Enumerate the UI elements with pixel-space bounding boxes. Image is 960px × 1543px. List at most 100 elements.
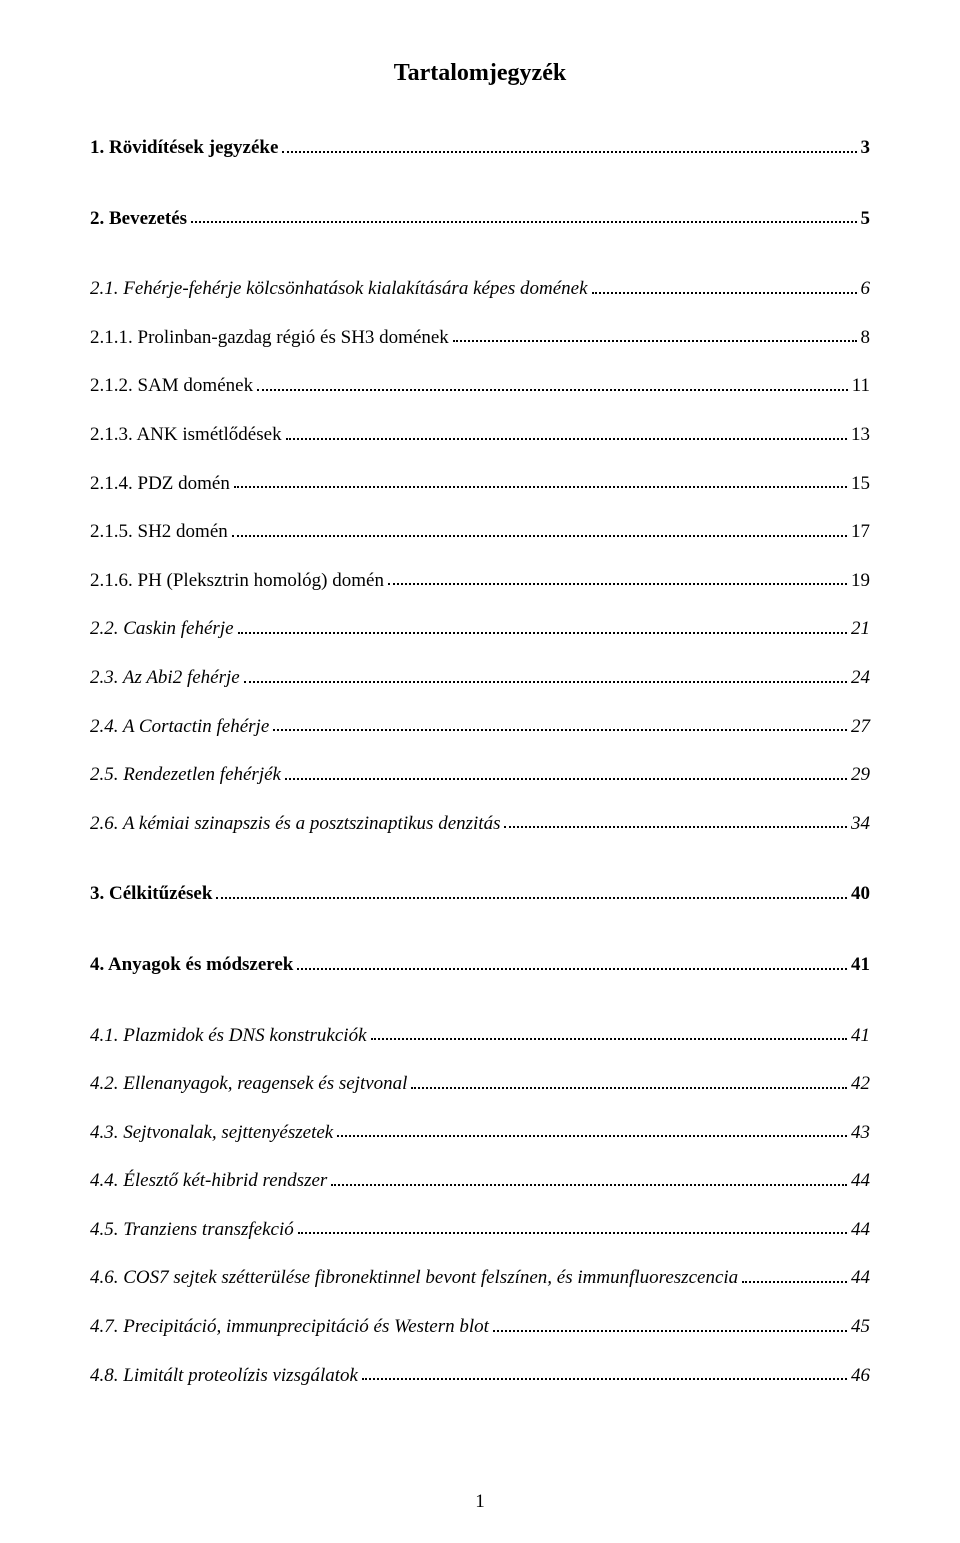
toc-leader-dots — [592, 292, 857, 294]
toc-entry: 4.4. Élesztő két-hibrid rendszer 44 — [90, 1168, 870, 1195]
toc-entry-page: 44 — [851, 1265, 870, 1292]
toc-entry: 2.1.5. SH2 domén 17 — [90, 519, 870, 546]
toc-entry-label: 2.6. A kémiai szinapszis és a posztszina… — [90, 811, 500, 838]
toc-entry-page: 27 — [851, 714, 870, 741]
toc-entry: 4.2. Ellenanyagok, reagensek és sejtvona… — [90, 1071, 870, 1098]
toc-entry: 2. Bevezetés 5 — [90, 206, 870, 233]
toc-leader-dots — [331, 1184, 847, 1186]
toc-leader-dots — [216, 897, 847, 899]
toc-entry-page: 19 — [851, 568, 870, 595]
table-of-contents: 1. Rövidítések jegyzéke 3 2. Bevezetés 5 2.1… — [90, 135, 870, 1389]
toc-leader-dots — [453, 340, 857, 342]
toc-leader-dots — [232, 535, 847, 537]
toc-entry-page: 13 — [851, 422, 870, 449]
toc-entry: 2.1. Fehérje-fehérje kölcsönhatások kial… — [90, 276, 870, 303]
toc-entry: 4.6. COS7 sejtek szétterülése fibronekti… — [90, 1265, 870, 1292]
toc-entry: 4. Anyagok és módszerek 41 — [90, 952, 870, 979]
toc-entry-page: 46 — [851, 1363, 870, 1390]
toc-entry-label: 2. Bevezetés — [90, 206, 187, 233]
toc-entry-label: 2.2. Caskin fehérje — [90, 616, 234, 643]
toc-entry-label: 4.6. COS7 sejtek szétterülése fibronekti… — [90, 1265, 738, 1292]
toc-entry: 2.6. A kémiai szinapszis és a posztszina… — [90, 811, 870, 838]
toc-entry-page: 29 — [851, 762, 870, 789]
toc-leader-dots — [282, 151, 856, 153]
toc-entry: 2.1.4. PDZ domén 15 — [90, 471, 870, 498]
toc-entry-page: 41 — [851, 1023, 870, 1050]
toc-entry: 4.8. Limitált proteolízis vizsgálatok 46 — [90, 1363, 870, 1390]
toc-leader-dots — [742, 1281, 847, 1283]
toc-leader-dots — [238, 632, 847, 634]
toc-entry-label: 4.4. Élesztő két-hibrid rendszer — [90, 1168, 327, 1195]
toc-entry-page: 44 — [851, 1217, 870, 1244]
toc-entry-page: 15 — [851, 471, 870, 498]
toc-leader-dots — [244, 681, 847, 683]
toc-leader-dots — [191, 221, 856, 223]
toc-entry: 4.5. Tranziens transzfekció 44 — [90, 1217, 870, 1244]
toc-entry-page: 8 — [861, 325, 871, 352]
toc-entry-label: 4. Anyagok és módszerek — [90, 952, 293, 979]
toc-entry-page: 5 — [861, 206, 871, 233]
toc-entry-label: 2.1.5. SH2 domén — [90, 519, 228, 546]
toc-entry-label: 2.1.1. Prolinban-gazdag régió és SH3 dom… — [90, 325, 449, 352]
toc-entry-page: 40 — [851, 881, 870, 908]
toc-entry-page: 42 — [851, 1071, 870, 1098]
toc-entry-label: 1. Rövidítések jegyzéke — [90, 135, 278, 162]
toc-entry-label: 2.1. Fehérje-fehérje kölcsönhatások kial… — [90, 276, 588, 303]
toc-entry-page: 43 — [851, 1120, 870, 1147]
toc-leader-dots — [411, 1087, 847, 1089]
toc-entry-label: 2.1.6. PH (Pleksztrin homológ) domén — [90, 568, 384, 595]
page-number: 1 — [0, 1491, 960, 1513]
toc-leader-dots — [297, 968, 847, 970]
toc-entry: 4.1. Plazmidok és DNS konstrukciók 41 — [90, 1023, 870, 1050]
toc-entry-label: 4.7. Precipitáció, immunprecipitáció és … — [90, 1314, 489, 1341]
toc-entry-label: 2.3. Az Abi2 fehérje — [90, 665, 240, 692]
toc-entry-page: 21 — [851, 616, 870, 643]
toc-entry: 4.7. Precipitáció, immunprecipitáció és … — [90, 1314, 870, 1341]
toc-leader-dots — [504, 826, 847, 828]
toc-entry-page: 17 — [851, 519, 870, 546]
toc-entry-label: 2.1.3. ANK ismétlődések — [90, 422, 282, 449]
toc-entry-page: 34 — [851, 811, 870, 838]
toc-entry: 4.3. Sejtvonalak, sejttenyészetek 43 — [90, 1120, 870, 1147]
toc-entry: 2.1.1. Prolinban-gazdag régió és SH3 dom… — [90, 325, 870, 352]
toc-leader-dots — [257, 389, 848, 391]
toc-leader-dots — [362, 1378, 847, 1380]
toc-entry-page: 44 — [851, 1168, 870, 1195]
toc-entry-label: 4.2. Ellenanyagok, reagensek és sejtvona… — [90, 1071, 407, 1098]
toc-leader-dots — [493, 1330, 847, 1332]
toc-entry: 2.2. Caskin fehérje 21 — [90, 616, 870, 643]
toc-entry-label: 2.1.4. PDZ domén — [90, 471, 230, 498]
toc-entry: 1. Rövidítések jegyzéke 3 — [90, 135, 870, 162]
toc-entry: 2.3. Az Abi2 fehérje 24 — [90, 665, 870, 692]
page-title: Tartalomjegyzék — [90, 60, 870, 87]
toc-entry-label: 4.1. Plazmidok és DNS konstrukciók — [90, 1023, 367, 1050]
toc-entry-label: 4.8. Limitált proteolízis vizsgálatok — [90, 1363, 358, 1390]
toc-leader-dots — [273, 729, 847, 731]
toc-entry-label: 4.5. Tranziens transzfekció — [90, 1217, 294, 1244]
toc-entry-label: 2.5. Rendezetlen fehérjék — [90, 762, 281, 789]
toc-entry: 2.1.3. ANK ismétlődések 13 — [90, 422, 870, 449]
toc-leader-dots — [388, 583, 847, 585]
toc-entry: 2.5. Rendezetlen fehérjék 29 — [90, 762, 870, 789]
toc-leader-dots — [286, 438, 847, 440]
toc-entry-label: 2.4. A Cortactin fehérje — [90, 714, 269, 741]
toc-entry: 3. Célkitűzések 40 — [90, 881, 870, 908]
toc-entry: 2.4. A Cortactin fehérje 27 — [90, 714, 870, 741]
toc-entry: 2.1.2. SAM domének 11 — [90, 373, 870, 400]
toc-entry-page: 11 — [852, 373, 870, 400]
toc-leader-dots — [371, 1038, 847, 1040]
toc-entry-page: 6 — [861, 276, 871, 303]
toc-entry-label: 4.3. Sejtvonalak, sejttenyészetek — [90, 1120, 333, 1147]
toc-entry-page: 41 — [851, 952, 870, 979]
toc-entry-page: 3 — [861, 135, 871, 162]
toc-entry-page: 24 — [851, 665, 870, 692]
toc-entry-label: 2.1.2. SAM domének — [90, 373, 253, 400]
toc-entry: 2.1.6. PH (Pleksztrin homológ) domén 19 — [90, 568, 870, 595]
document-page: Tartalomjegyzék 1. Rövidítések jegyzéke 3… — [0, 0, 960, 1543]
toc-entry-label: 3. Célkitűzések — [90, 881, 212, 908]
toc-leader-dots — [285, 778, 847, 780]
toc-leader-dots — [234, 486, 847, 488]
toc-leader-dots — [337, 1135, 847, 1137]
toc-leader-dots — [298, 1232, 847, 1234]
toc-entry-page: 45 — [851, 1314, 870, 1341]
